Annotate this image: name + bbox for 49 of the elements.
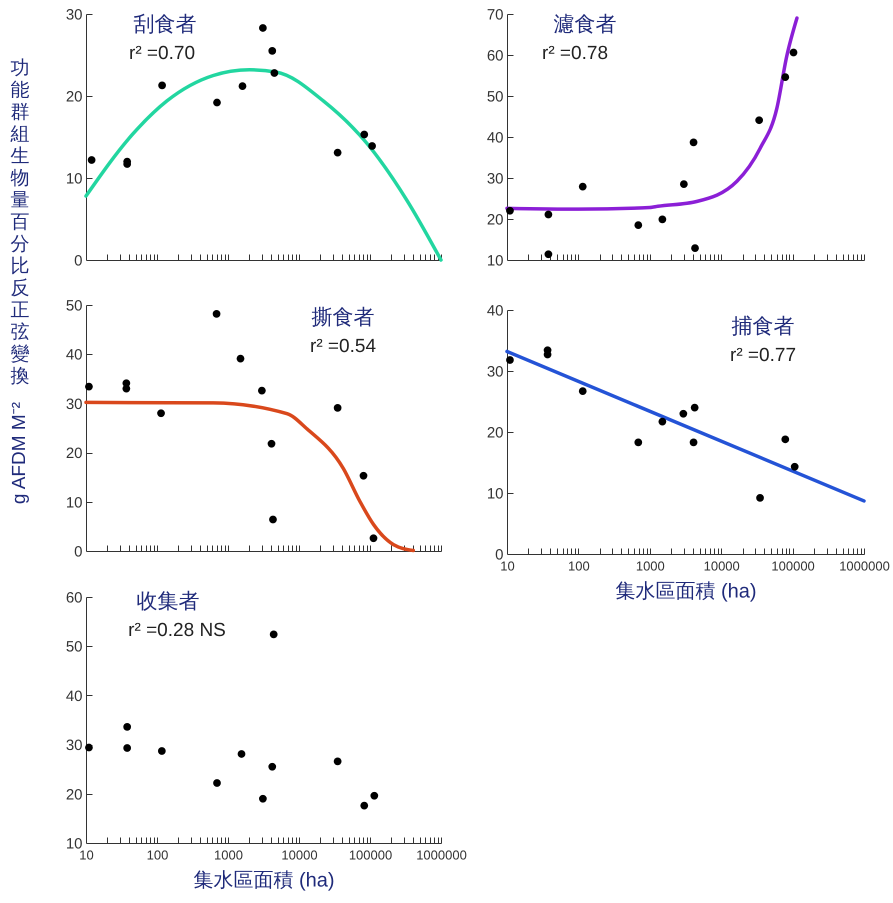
x-tick-label: 1000000 (839, 558, 890, 574)
text: 功能群組生物量百分比反正弦變換 g AFDM M⁻² (9, 58, 30, 504)
x-tick-label: 1000000 (416, 848, 467, 862)
x-tick-label: 10000 (704, 558, 740, 574)
y-tick-label: 50 (486, 88, 504, 106)
y-tick-label: 50 (66, 638, 82, 656)
annotation: r² =0.70 (128, 43, 196, 64)
y-tick-label: 20 (66, 786, 82, 804)
x-tick-label: 1000 (214, 848, 243, 862)
annotation: r² =0.28 NS (128, 620, 226, 641)
x-tick-label: 100 (146, 848, 168, 862)
chart-title: 濾食者 (554, 13, 616, 36)
x-axis-title: 集水區面積 (ha) (615, 580, 757, 602)
y-tick-label: 40 (66, 346, 82, 364)
x-tick-label: 100000 (348, 848, 392, 862)
x-tick-label: 10000 (281, 848, 318, 862)
y-tick-label: 30 (66, 396, 82, 413)
y-tick-label: 40 (486, 130, 504, 146)
chart-title: 捕食者 (732, 315, 794, 338)
y-tick-label: 30 (486, 364, 504, 380)
x-tick-label: 1000 (636, 558, 665, 574)
y-tick-label: 10 (486, 486, 504, 502)
y-tick-label: 40 (486, 302, 504, 320)
x-tick-label: 100 (568, 558, 590, 574)
annotation: r² =0.77 (730, 345, 796, 366)
y-tick-label: 30 (66, 6, 82, 24)
y-tick-label: 60 (486, 48, 504, 64)
y-tick-label: 50 (66, 298, 82, 314)
y-tick-label: 20 (486, 424, 504, 442)
chart-title: 撕食者 (312, 306, 374, 329)
x-axis-title: 集水區面積 (ha) (193, 870, 335, 892)
y-tick-label: 40 (66, 688, 82, 705)
annotation: r² =0.54 (310, 336, 376, 357)
y-tick-label: 60 (66, 590, 82, 606)
x-tick-label: 100000 (771, 558, 815, 574)
y-tick-label: 0 (74, 252, 82, 270)
y-tick-label: 70 (486, 6, 504, 24)
y-tick-label: 20 (66, 445, 82, 462)
y-tick-label: 10 (66, 170, 82, 188)
y-tick-label: 10 (486, 252, 504, 270)
y-tick-label: 0 (74, 544, 82, 560)
chart-title: 刮食者 (134, 13, 196, 36)
chart-title: 收集者 (136, 590, 200, 613)
y-tick-label: 20 (486, 212, 504, 228)
y-tick-label: 30 (66, 737, 82, 754)
y-tick-label: 10 (66, 494, 82, 512)
annotation: r² =0.78 (542, 43, 608, 64)
y-tick-label: 20 (66, 88, 82, 106)
y-tick-label: 30 (486, 170, 504, 188)
